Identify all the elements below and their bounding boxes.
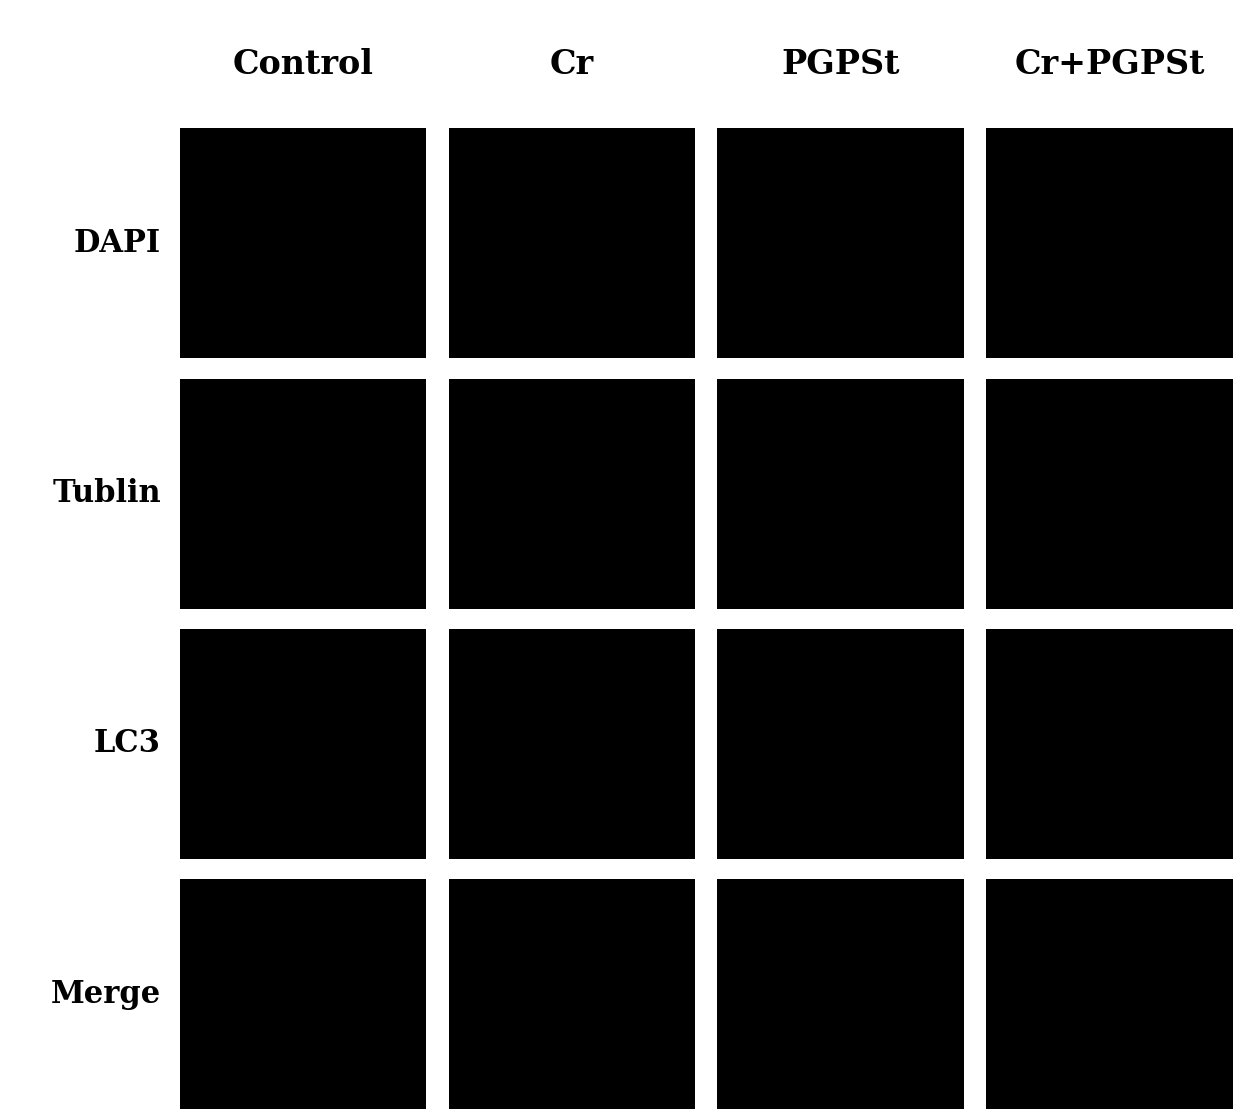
Text: DAPI: DAPI — [74, 227, 161, 259]
Text: Control: Control — [233, 48, 373, 80]
Bar — [717, 629, 964, 859]
Bar — [986, 879, 1233, 1109]
Bar — [717, 879, 964, 1109]
Bar — [717, 379, 964, 609]
Bar — [180, 879, 426, 1109]
Bar — [986, 379, 1233, 609]
Bar — [986, 629, 1233, 859]
Bar — [180, 379, 426, 609]
Bar — [449, 629, 695, 859]
Bar — [449, 128, 695, 359]
Text: PGPSt: PGPSt — [782, 48, 900, 80]
Bar — [180, 128, 426, 359]
Text: Merge: Merge — [51, 979, 161, 1010]
Text: LC3: LC3 — [94, 728, 161, 759]
Bar — [717, 128, 964, 359]
Text: Cr: Cr — [550, 48, 593, 80]
Text: Cr+PGPSt: Cr+PGPSt — [1015, 48, 1204, 80]
Text: Tublin: Tublin — [52, 478, 161, 510]
Bar — [449, 879, 695, 1109]
Bar — [180, 629, 426, 859]
Bar — [449, 379, 695, 609]
Bar — [986, 128, 1233, 359]
